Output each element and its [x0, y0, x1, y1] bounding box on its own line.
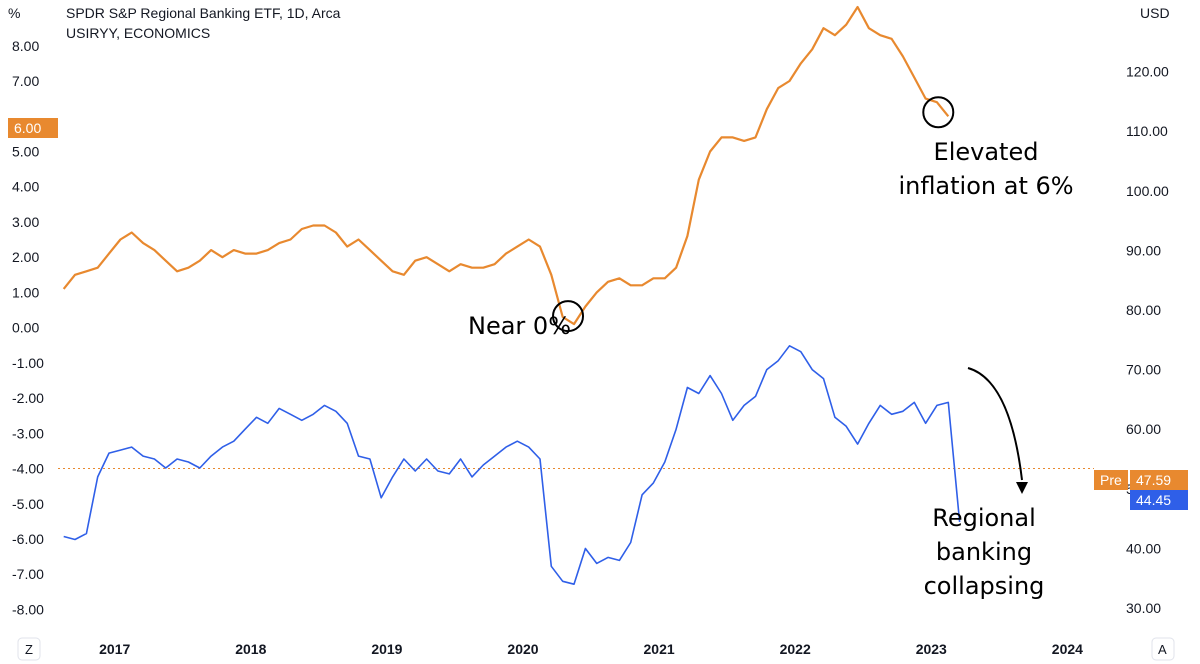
pre-label-badge	[1094, 470, 1128, 490]
last-value-text: 44.45	[1136, 492, 1171, 508]
x-tick-label: 2020	[507, 641, 538, 657]
right-tick-label: 40.00	[1126, 540, 1161, 556]
right-tick-label: 60.00	[1126, 421, 1161, 437]
elevated-inflation-circle	[922, 96, 955, 129]
x-tick-label: 2018	[235, 641, 266, 657]
x-tick-label: 2021	[644, 641, 675, 657]
right-tick-label: 30.00	[1126, 600, 1161, 616]
x-tick-label: 2023	[916, 641, 947, 657]
log-scale-button-label: Z	[25, 642, 33, 657]
annotation-regional-line3: collapsing	[924, 572, 1045, 600]
x-axis-ticks: 2017 2018 2019 2020 2021 2022 2023 2024	[99, 641, 1083, 657]
etf-price-line	[63, 345, 961, 585]
annotation-regional-line1: Regional	[932, 504, 1036, 532]
right-axis-ticks: 120.00110.00100.0090.0080.0070.0060.0050…	[1126, 64, 1169, 617]
left-tick-label: 2.00	[12, 249, 39, 265]
left-value-badge	[8, 118, 58, 138]
pre-value-badge	[1130, 470, 1188, 490]
left-tick-label: 7.00	[12, 73, 39, 89]
near-zero-circle	[552, 300, 585, 333]
pre-value-text: 47.59	[1136, 472, 1171, 488]
left-tick-label: -5.00	[12, 496, 44, 512]
left-tick-label: -1.00	[12, 355, 44, 371]
right-tick-label: 80.00	[1126, 302, 1161, 318]
left-tick-label: -6.00	[12, 531, 44, 547]
left-tick-label: 4.00	[12, 179, 39, 195]
left-tick-label: 0.00	[12, 320, 39, 336]
annotation-elevated-line1: Elevated	[934, 138, 1039, 166]
x-tick-label: 2024	[1052, 641, 1083, 657]
left-tick-label: 5.00	[12, 143, 39, 159]
x-tick-label: 2022	[780, 641, 811, 657]
left-tick-label: -8.00	[12, 601, 44, 617]
left-value-badge-text: 6.00	[14, 120, 41, 136]
left-tick-label: -2.00	[12, 390, 44, 406]
x-tick-label: 2019	[371, 641, 402, 657]
annotation-elevated-line2: inflation at 6%	[898, 172, 1073, 200]
left-tick-label: -3.00	[12, 425, 44, 441]
x-tick-label: 2017	[99, 641, 130, 657]
right-tick-label: 120.00	[1126, 64, 1169, 80]
right-tick-label: 100.00	[1126, 183, 1169, 199]
left-tick-label: 8.00	[12, 38, 39, 54]
left-tick-label: 1.00	[12, 284, 39, 300]
left-tick-label: 3.00	[12, 214, 39, 230]
collapse-arrow-head	[1016, 482, 1028, 494]
log-scale-button[interactable]	[17, 637, 41, 661]
chart-title: SPDR S&P Regional Banking ETF, 1D, Arca	[66, 5, 341, 21]
annotation-near-zero: Near 0%	[468, 312, 571, 340]
left-tick-label: -7.00	[12, 566, 44, 582]
left-axis-unit: %	[8, 5, 20, 21]
right-tick-label: 110.00	[1126, 123, 1168, 139]
inflation-line	[62, 5, 950, 326]
right-tick-label: 90.00	[1126, 242, 1161, 258]
chart-subtitle: USIRYY, ECONOMICS	[66, 25, 210, 41]
left-axis-ticks: 8.00 7.00 5.00 4.00 3.00 2.00 1.00 0.00 -1.00 -2.…	[12, 38, 44, 618]
last-value-badge	[1130, 490, 1188, 510]
auto-scale-button[interactable]	[1151, 637, 1175, 661]
pre-label-text: Pre	[1100, 472, 1122, 488]
annotation-regional-line2: banking	[936, 538, 1032, 566]
right-axis-unit: USD	[1140, 5, 1170, 21]
collapse-arrow	[967, 367, 1023, 481]
auto-scale-button-label: A	[1158, 642, 1167, 657]
left-tick-label: -4.00	[12, 461, 44, 477]
right-tick-label: 70.00	[1126, 362, 1161, 378]
